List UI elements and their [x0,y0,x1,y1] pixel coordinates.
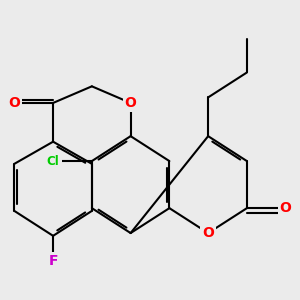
Text: F: F [48,254,58,268]
Text: Cl: Cl [47,154,59,168]
Text: O: O [202,226,214,240]
Text: O: O [125,96,136,110]
Text: O: O [8,96,20,110]
Text: O: O [280,201,292,215]
